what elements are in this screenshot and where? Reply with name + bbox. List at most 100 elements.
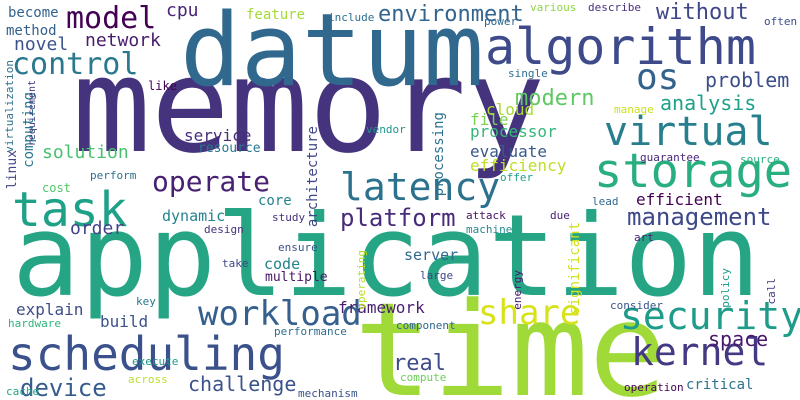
word-machine: machine: [466, 223, 513, 236]
word-attack: attack: [466, 209, 506, 222]
word-various: various: [530, 1, 577, 14]
word-algorithm: algorithm: [485, 18, 756, 76]
word-linux: linux: [5, 150, 20, 190]
word-large: large: [420, 269, 454, 282]
word-processing: processing: [431, 112, 447, 197]
word-energy: energy: [511, 270, 524, 310]
word-platform: platform: [340, 204, 456, 232]
word-problem: problem: [705, 68, 790, 92]
word-environment: environment: [378, 2, 524, 27]
word-virtualization: virtualization: [3, 60, 16, 153]
word-latency: latency: [340, 165, 501, 209]
word-operation: operation: [624, 381, 684, 394]
word-study: study: [272, 211, 306, 224]
word-time: time: [354, 274, 668, 400]
word-feature: feature: [246, 7, 306, 23]
word-server: server: [404, 246, 459, 264]
word-model: model: [66, 1, 157, 36]
word-design: design: [204, 223, 244, 236]
word-efficient: efficient: [636, 190, 723, 209]
word-cpu: cpu: [166, 0, 199, 21]
word-single: single: [508, 67, 548, 80]
word-build: build: [100, 312, 149, 331]
word-device: device: [20, 374, 107, 400]
word-without: without: [656, 0, 749, 25]
word-across: across: [128, 373, 168, 386]
word-virtual: virtual: [604, 109, 773, 155]
word-often: often: [764, 15, 798, 28]
word-file: file: [470, 110, 509, 129]
word-evaluate: evaluate: [470, 142, 548, 161]
word-network: network: [85, 30, 161, 51]
word-cost: cost: [42, 181, 71, 195]
word-cloud: cloud: [486, 100, 535, 119]
word-management: management: [627, 203, 772, 231]
word-os: os: [636, 57, 680, 98]
word-describe: describe: [588, 1, 641, 14]
word-service: service: [184, 126, 252, 145]
word-lead: lead: [592, 195, 619, 208]
word-due: due: [550, 209, 570, 222]
word-security: security: [620, 294, 800, 338]
word-key: key: [136, 295, 156, 308]
word-workload: workload: [198, 294, 362, 334]
word-modern: modern: [515, 86, 595, 111]
word-task: task: [12, 182, 128, 238]
word-solution: solution: [42, 142, 129, 163]
word-memory: memory: [72, 29, 546, 182]
word-perform: perform: [90, 169, 137, 182]
word-component: component: [396, 319, 456, 332]
word-operating: operating: [355, 250, 368, 310]
word-mechanism: mechanism: [298, 387, 358, 400]
word-art: art: [634, 231, 654, 244]
word-execute: execute: [132, 355, 179, 368]
word-resource: resource: [198, 141, 261, 156]
word-compute: compute: [400, 371, 447, 384]
word-dynamic: dynamic: [162, 207, 226, 225]
word-multiple: multiple: [265, 270, 328, 285]
word-critical: critical: [686, 377, 754, 393]
word-core: core: [258, 193, 292, 209]
word-storage: storage: [594, 144, 793, 199]
word-explain: explain: [16, 300, 84, 319]
word-call: call: [765, 278, 778, 305]
word-challenge: challenge: [188, 372, 297, 396]
word-space: space: [708, 327, 769, 351]
word-method: method: [6, 23, 57, 39]
word-hardware: hardware: [8, 317, 61, 330]
word-analysis: analysis: [660, 91, 757, 115]
word-architecture: architecture: [305, 126, 321, 228]
word-policy: policy: [719, 268, 732, 308]
word-manage: manage: [614, 103, 654, 116]
word-real: real: [393, 351, 446, 376]
word-ensure: ensure: [278, 241, 318, 254]
word-significant: significant: [567, 222, 583, 315]
word-efficiency: efficiency: [470, 156, 567, 175]
word-operate: operate: [152, 165, 271, 198]
word-control: control: [12, 47, 139, 82]
word-include: include: [328, 11, 375, 24]
word-processor: processor: [470, 122, 557, 141]
word-offer: offer: [500, 171, 534, 184]
word-power: power: [484, 15, 518, 28]
word-novel: novel: [14, 34, 69, 55]
word-framework: framework: [338, 298, 425, 317]
word-order: order: [70, 218, 125, 239]
word-like: like: [148, 79, 177, 93]
word-consider: consider: [610, 299, 663, 312]
word-source: source: [740, 153, 780, 166]
word-requirement: requirement: [27, 80, 38, 147]
word-scheduling: scheduling: [8, 327, 285, 381]
word-datum: datum: [180, 0, 485, 109]
word-share: share: [478, 293, 581, 333]
word-kernel: kernel: [631, 330, 769, 374]
word-guarantee: guarantee: [640, 151, 700, 164]
word-become: become: [8, 5, 59, 21]
word-application: application: [12, 190, 761, 322]
word-performance: performance: [274, 325, 347, 338]
word-vendor: vendor: [366, 123, 406, 136]
word-code: code: [264, 255, 301, 273]
word-take: take: [222, 257, 249, 270]
word-cache: cache: [6, 385, 40, 398]
